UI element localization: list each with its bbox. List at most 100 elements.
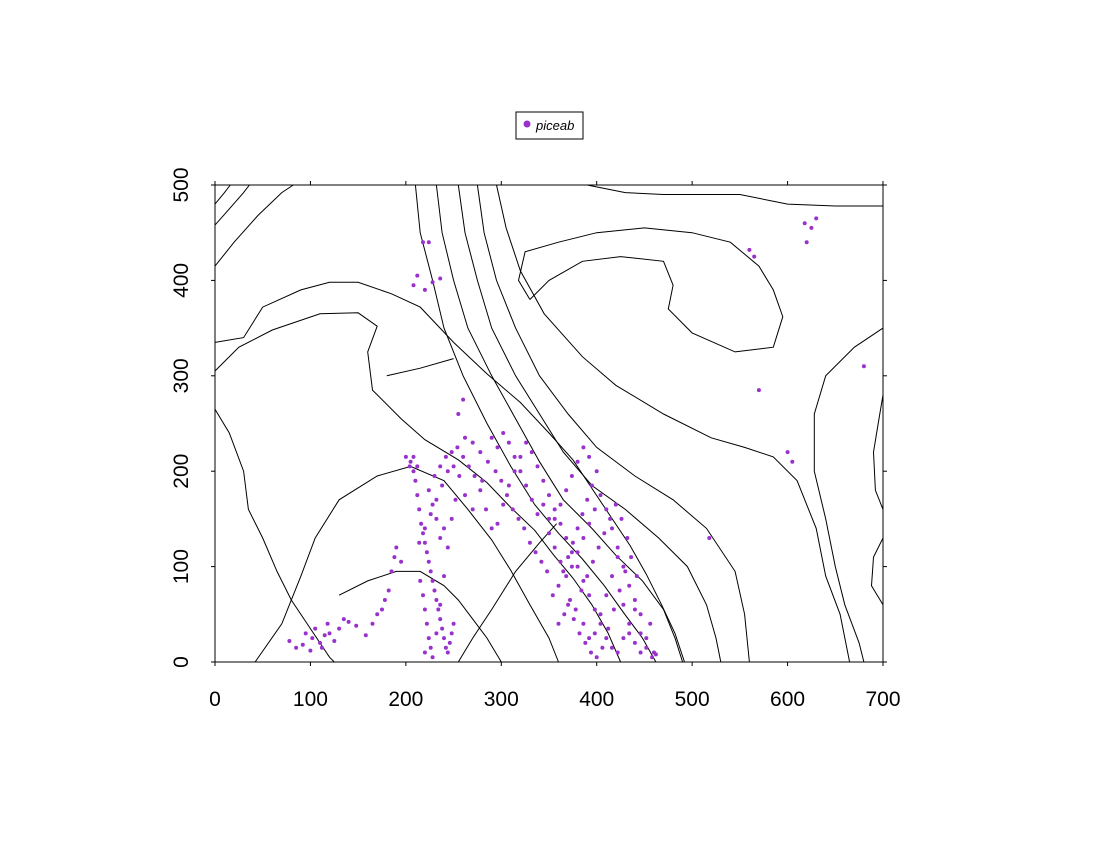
data-point	[632, 607, 637, 612]
data-point	[445, 650, 450, 655]
data-point	[615, 555, 620, 560]
data-point	[411, 283, 416, 288]
data-point	[512, 454, 517, 459]
data-point	[573, 607, 578, 612]
data-point	[426, 240, 431, 245]
data-point	[594, 469, 599, 474]
data-point	[422, 287, 427, 292]
data-point	[552, 507, 557, 512]
data-point	[613, 502, 618, 507]
data-point	[440, 626, 445, 631]
data-point	[598, 621, 603, 626]
data-point	[470, 440, 475, 445]
data-point	[430, 280, 435, 285]
contour-line	[496, 184, 851, 663]
data-point	[472, 474, 477, 478]
data-point	[564, 488, 569, 493]
data-point	[451, 464, 456, 469]
data-point	[489, 526, 494, 531]
data-point	[438, 276, 443, 281]
data-point	[411, 454, 416, 459]
data-point	[571, 617, 576, 622]
data-point	[422, 540, 427, 545]
data-point	[652, 650, 656, 655]
data-point	[430, 578, 435, 583]
contour-line	[587, 184, 883, 207]
data-point	[322, 633, 327, 638]
data-point	[592, 607, 597, 612]
data-point	[506, 483, 511, 488]
plot-frame	[214, 184, 884, 663]
data-point	[619, 516, 624, 521]
data-point	[632, 598, 637, 602]
data-point	[561, 569, 566, 574]
data-point	[434, 631, 439, 636]
data-point	[443, 645, 448, 650]
data-point	[564, 536, 569, 540]
data-point	[785, 450, 790, 455]
data-point	[438, 602, 443, 607]
data-point	[341, 617, 346, 622]
data-point	[512, 469, 517, 474]
data-point	[617, 588, 622, 593]
data-point	[522, 526, 527, 531]
y-tick-label: 400	[170, 263, 193, 298]
data-point	[547, 516, 551, 521]
data-point	[583, 640, 588, 645]
data-point	[592, 507, 597, 512]
data-point	[461, 397, 466, 402]
x-tick-label: 300	[484, 688, 519, 711]
data-point	[644, 645, 649, 650]
data-point	[598, 612, 603, 617]
data-point	[478, 450, 483, 455]
data-point	[430, 502, 435, 507]
data-point	[484, 507, 488, 512]
data-point	[501, 502, 506, 507]
data-point	[443, 454, 448, 459]
data-point	[524, 483, 529, 488]
data-point	[604, 636, 609, 641]
data-point	[499, 478, 504, 483]
data-point	[569, 474, 574, 478]
data-point	[556, 583, 561, 588]
data-point	[638, 650, 643, 655]
data-point	[625, 536, 630, 540]
data-point	[505, 493, 509, 498]
contour-line	[254, 465, 559, 663]
data-point	[552, 516, 557, 521]
data-point	[579, 588, 584, 593]
data-point	[432, 474, 437, 478]
data-point	[644, 636, 649, 641]
data-point	[596, 545, 601, 550]
data-point	[318, 640, 322, 645]
data-point	[580, 512, 585, 517]
data-point	[442, 574, 446, 579]
data-point	[566, 602, 571, 607]
data-point	[399, 559, 404, 564]
data-point	[592, 631, 597, 636]
data-point	[570, 540, 575, 545]
data-point	[392, 555, 397, 560]
data-point	[594, 655, 599, 660]
data-point	[577, 631, 582, 636]
data-point	[556, 621, 561, 626]
y-tick-label: 500	[170, 167, 193, 202]
data-point	[541, 478, 546, 483]
contour-line	[214, 312, 622, 663]
y-tick-label: 100	[170, 549, 193, 584]
data-point	[457, 474, 462, 478]
contour-line	[214, 184, 294, 267]
contour-line	[214, 281, 685, 663]
data-point	[463, 493, 467, 498]
data-point	[310, 636, 315, 641]
data-point	[300, 642, 305, 647]
data-point	[485, 459, 490, 464]
data-point	[575, 459, 580, 464]
data-point	[562, 612, 567, 617]
data-point	[440, 483, 445, 488]
data-point	[442, 526, 446, 531]
data-point	[629, 555, 634, 560]
data-point	[287, 639, 292, 643]
data-point	[407, 464, 412, 469]
data-point	[535, 464, 540, 469]
